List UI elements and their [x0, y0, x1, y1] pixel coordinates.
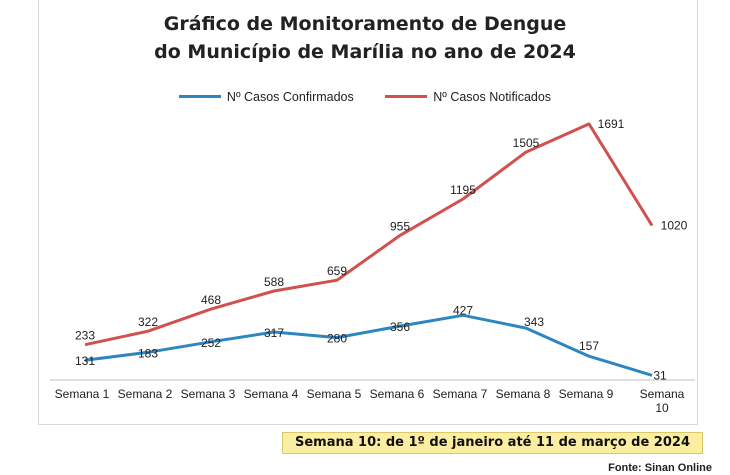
- data-label: 468: [201, 293, 221, 307]
- x-tick-label: Semana 7: [433, 387, 488, 401]
- data-label: 233: [75, 329, 95, 343]
- data-label: 131: [75, 354, 95, 368]
- data-label: 1691: [598, 117, 625, 131]
- data-label: 1020: [661, 219, 688, 233]
- title-line-1: Gráfico de Monitoramento de Dengue: [163, 13, 567, 35]
- x-tick-label: Semana 9: [559, 387, 614, 401]
- data-label: 31: [653, 368, 667, 382]
- data-label: 1505: [513, 136, 540, 150]
- legend-label-confirmed: Nº Casos Confirmados: [226, 89, 354, 104]
- x-tick-label: Semana 2: [118, 387, 173, 401]
- legend-swatch-notified: [385, 95, 428, 98]
- data-label: 183: [138, 346, 158, 360]
- data-label: 157: [579, 339, 599, 353]
- series-layer: 131 183 252 317 280 356 427 343 157 31 233 322 468 58…: [75, 117, 688, 382]
- data-label: 280: [327, 332, 347, 346]
- data-label: 1195: [450, 183, 476, 197]
- x-tick-label: Semana 5: [307, 387, 362, 401]
- x-tick-label: Semana 3: [181, 387, 236, 401]
- data-label: 252: [201, 336, 221, 350]
- x-tick-label: Semana 6: [370, 387, 425, 401]
- x-tick-label: Semana 1: [55, 387, 110, 401]
- x-tick-label: Semana 4: [244, 387, 299, 401]
- line-chart: 131 183 252 317 280 356 427 343 157 31 233 322 468 58…: [50, 117, 695, 415]
- data-label: 343: [524, 315, 544, 329]
- chart-frame: [38, 0, 698, 425]
- chart-title: Gráfico de Monitoramento de Dengue do Mu…: [0, 10, 730, 66]
- period-note: Semana 10: de 1º de janeiro até 11 de ma…: [282, 432, 703, 454]
- legend-label-notified: Nº Casos Notificados: [433, 89, 552, 104]
- data-label: 427: [453, 303, 473, 317]
- title-line-2: do Município de Marília no ano de 2024: [154, 41, 576, 63]
- legend-item-confirmed: Nº Casos Confirmados: [178, 89, 354, 104]
- data-label: 588: [264, 275, 284, 289]
- legend-item-notified: Nº Casos Notificados: [385, 90, 551, 104]
- x-tick-label: Semana 8: [496, 387, 551, 401]
- series-line-notified: [84, 122, 654, 347]
- legend-swatch-confirmed: [178, 95, 221, 98]
- data-label: 322: [138, 315, 158, 329]
- data-label: 659: [327, 264, 347, 278]
- series-line-confirmed: [84, 313, 653, 377]
- x-tick-labels: Semana 1 Semana 2 Semana 3 Semana 4 Semana 5…: [55, 387, 685, 415]
- x-tick-label: Semana 10: [640, 387, 685, 415]
- source-label: Fonte: Sinan Online: [608, 462, 712, 474]
- legend: Nº Casos Confirmados Nº Casos Notificado…: [0, 87, 730, 104]
- data-label: 317: [264, 326, 284, 340]
- data-label: 955: [390, 219, 410, 233]
- data-label: 356: [390, 320, 410, 334]
